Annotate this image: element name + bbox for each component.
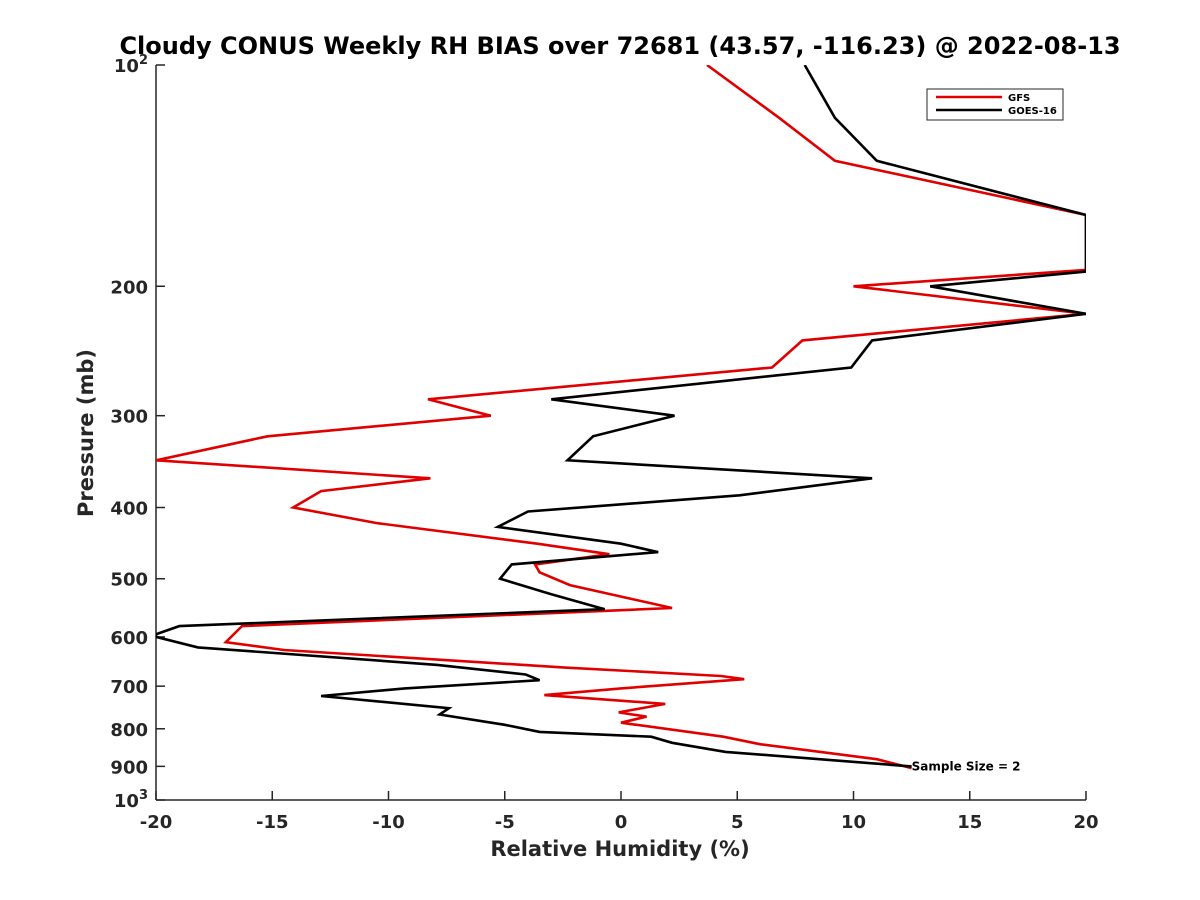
y-tick-label: 700 xyxy=(110,677,148,698)
x-axis-label: Relative Humidity (%) xyxy=(490,837,749,861)
x-tick-label: 20 xyxy=(1073,812,1098,833)
series-line-gfs xyxy=(156,65,1086,770)
legend-box xyxy=(926,88,1064,121)
legend: GFS GOES-16 xyxy=(926,88,1064,121)
y-tick-label: 400 xyxy=(110,499,148,520)
y-axis-label: Pressure (mb) xyxy=(74,349,98,517)
x-tick-label: -15 xyxy=(256,812,289,833)
y-tick-label: 102 xyxy=(114,53,148,77)
sample-size-annotation: Sample Size = 2 xyxy=(912,759,1021,773)
y-tick-label: 200 xyxy=(110,277,148,298)
plot-area: -20 -15 -10 -5 0 5 10 15 20 102 200 300 400 500 600 700… xyxy=(110,53,1098,833)
y-tick-label: 800 xyxy=(110,720,148,741)
y-tick-label: 500 xyxy=(110,570,148,591)
legend-label-gfs: GFS xyxy=(1008,93,1030,104)
series-line-goes16 xyxy=(156,65,1086,768)
x-tick-label: 0 xyxy=(615,812,628,833)
y-tick-label: 300 xyxy=(110,407,148,428)
x-tick-label: 10 xyxy=(841,812,866,833)
legend-label-goes16: GOES-16 xyxy=(1008,106,1057,117)
x-tick-label: -10 xyxy=(372,812,405,833)
x-tick-label: -20 xyxy=(140,812,173,833)
y-tick-label: 900 xyxy=(110,757,148,778)
x-tick-label: 15 xyxy=(957,812,982,833)
x-tick-label: -5 xyxy=(495,812,515,833)
chart-title: Cloudy CONUS Weekly RH BIAS over 72681 (… xyxy=(119,32,1120,60)
y-tick-label: 103 xyxy=(114,788,148,812)
y-tick-label: 600 xyxy=(110,628,148,649)
x-tick-label: 5 xyxy=(731,812,744,833)
